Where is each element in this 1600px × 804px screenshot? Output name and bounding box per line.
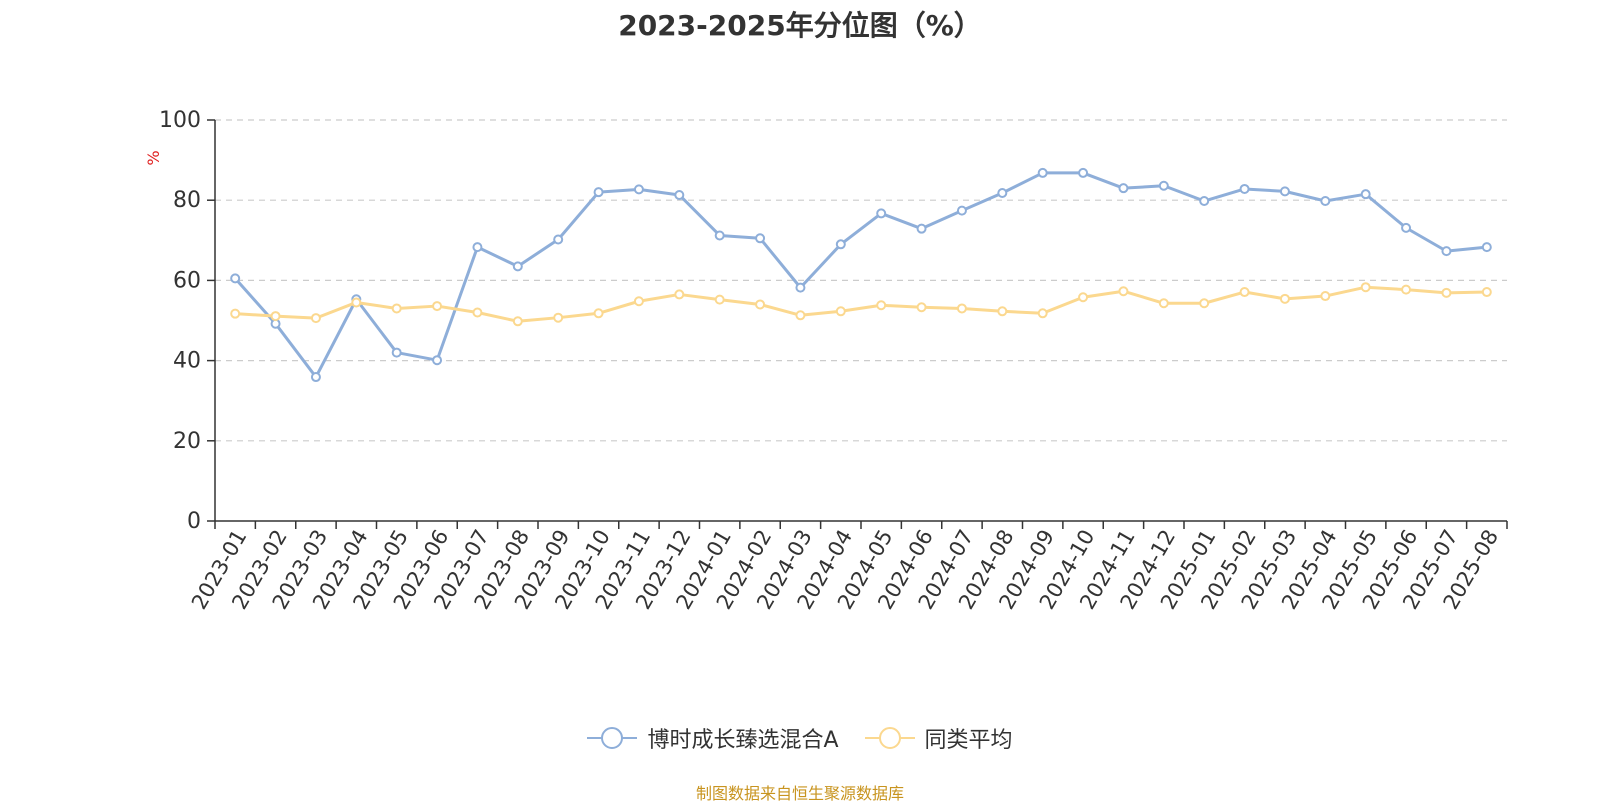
- data-point[interactable]: [1360, 189, 1371, 200]
- y-tick-label: 0: [187, 509, 201, 534]
- legend-label-peer-average: 同类平均: [924, 728, 1013, 753]
- data-point[interactable]: [674, 289, 685, 300]
- data-point[interactable]: [1199, 298, 1210, 309]
- data-point[interactable]: [1037, 308, 1048, 319]
- series-line: [235, 285, 1487, 323]
- data-point[interactable]: [633, 184, 644, 195]
- data-point[interactable]: [674, 189, 685, 200]
- legend-label-fund: 博时成长臻选混合A: [647, 728, 839, 753]
- data-point[interactable]: [351, 297, 362, 308]
- data-point[interactable]: [472, 242, 483, 253]
- legend-swatch-peer-average: [864, 726, 915, 750]
- data-point[interactable]: [432, 355, 443, 366]
- y-tick-label: 20: [173, 429, 201, 454]
- series-0: [234, 171, 1487, 379]
- data-point[interactable]: [1037, 167, 1048, 178]
- legend-item-peer-average[interactable]: 同类平均: [864, 722, 1013, 754]
- data-point[interactable]: [432, 301, 443, 312]
- data-point[interactable]: [310, 313, 321, 324]
- data-point[interactable]: [795, 310, 806, 321]
- data-point[interactable]: [310, 372, 321, 383]
- data-point[interactable]: [1320, 291, 1331, 302]
- data-point[interactable]: [1279, 293, 1290, 304]
- data-point[interactable]: [1118, 183, 1129, 194]
- data-point[interactable]: [1279, 186, 1290, 197]
- data-point[interactable]: [593, 187, 604, 198]
- data-point[interactable]: [593, 308, 604, 319]
- data-point[interactable]: [916, 302, 927, 313]
- data-point[interactable]: [1481, 242, 1492, 253]
- series-points-0: [230, 167, 1492, 383]
- chart-title: 2023-2025年分位图（%）: [618, 9, 982, 42]
- data-point[interactable]: [230, 273, 241, 284]
- data-point[interactable]: [1239, 183, 1250, 194]
- legend: 博时成长臻选混合A 同类平均: [0, 722, 1600, 754]
- data-point[interactable]: [755, 299, 766, 310]
- data-point[interactable]: [714, 230, 725, 241]
- y-tick-label: 100: [159, 108, 201, 133]
- data-source-note: 制图数据来自恒生聚源数据库: [695, 784, 904, 803]
- data-point[interactable]: [795, 282, 806, 293]
- data-point[interactable]: [755, 233, 766, 244]
- data-point[interactable]: [1158, 298, 1169, 309]
- data-point[interactable]: [876, 300, 887, 311]
- data-point[interactable]: [1401, 284, 1412, 295]
- data-point[interactable]: [997, 306, 1008, 317]
- series-lines: [230, 167, 1492, 383]
- data-point[interactable]: [270, 311, 281, 322]
- series-points-1: [230, 282, 1492, 327]
- data-point[interactable]: [916, 223, 927, 234]
- data-point[interactable]: [230, 308, 241, 319]
- data-point[interactable]: [1441, 287, 1452, 298]
- y-tick-label: 60: [173, 268, 201, 293]
- data-point[interactable]: [1441, 246, 1452, 257]
- data-point[interactable]: [553, 312, 564, 323]
- grid-lines: [215, 119, 1507, 442]
- data-point[interactable]: [472, 307, 483, 318]
- data-point[interactable]: [1078, 167, 1089, 178]
- data-point[interactable]: [956, 205, 967, 216]
- data-point[interactable]: [1481, 287, 1492, 298]
- data-point[interactable]: [633, 296, 644, 307]
- data-point[interactable]: [1078, 292, 1089, 303]
- data-point[interactable]: [391, 303, 402, 314]
- y-tick-label: 80: [173, 188, 201, 213]
- data-point[interactable]: [1158, 180, 1169, 191]
- line-chart: 020406080100%2023-012023-022023-032023-0…: [144, 108, 1508, 613]
- data-point[interactable]: [1118, 286, 1129, 297]
- data-point[interactable]: [997, 187, 1008, 198]
- data-point[interactable]: [1199, 196, 1210, 207]
- data-point[interactable]: [553, 234, 564, 245]
- series-1: [235, 285, 1487, 323]
- data-point[interactable]: [876, 208, 887, 219]
- data-point[interactable]: [1320, 196, 1331, 207]
- data-point[interactable]: [512, 316, 523, 327]
- data-point[interactable]: [1401, 222, 1412, 233]
- data-point[interactable]: [1239, 287, 1250, 298]
- data-point[interactable]: [1360, 282, 1371, 293]
- data-point[interactable]: [391, 347, 402, 358]
- data-point[interactable]: [835, 306, 846, 317]
- data-point[interactable]: [512, 261, 523, 272]
- legend-item-fund[interactable]: 博时成长臻选混合A: [587, 722, 839, 754]
- y-axis-label: %: [144, 150, 163, 165]
- data-point[interactable]: [835, 239, 846, 250]
- legend-swatch-fund: [587, 726, 638, 750]
- data-point[interactable]: [714, 294, 725, 305]
- data-point[interactable]: [956, 303, 967, 314]
- series-line: [234, 171, 1487, 379]
- y-tick-label: 40: [173, 349, 201, 374]
